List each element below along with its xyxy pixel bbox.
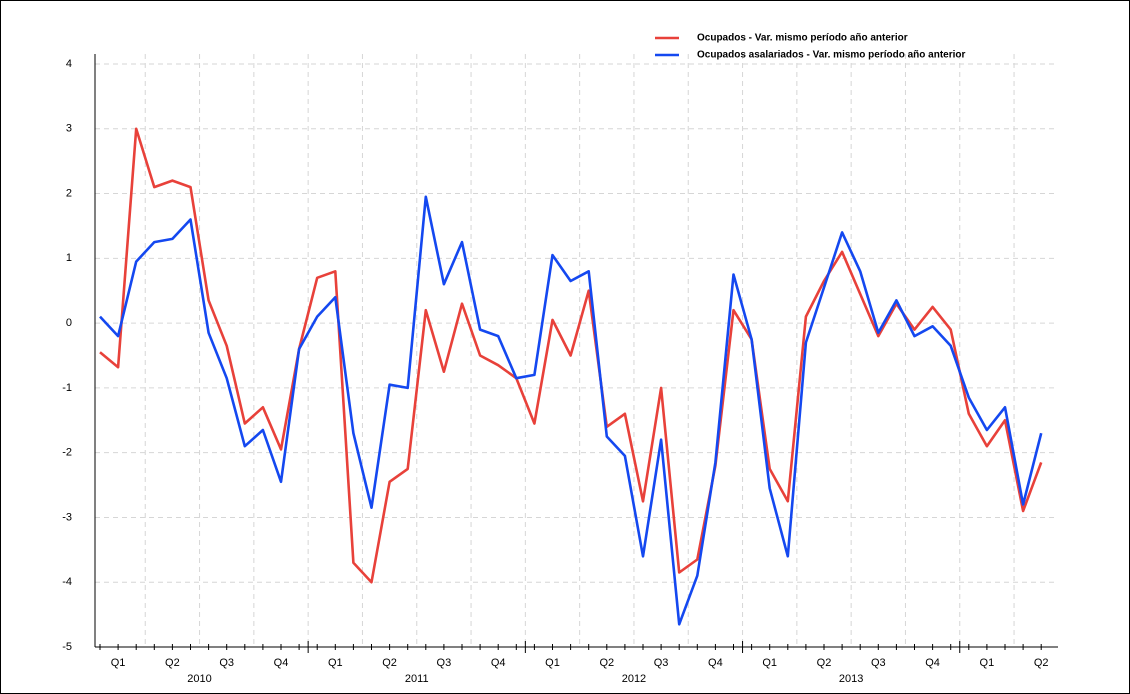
x-tick-label: Q2 — [817, 657, 832, 669]
y-tick-label: -1 — [62, 382, 72, 394]
x-tick-label: Q1 — [111, 657, 126, 669]
x-tick-label: Q4 — [491, 657, 506, 669]
series-line — [99, 195, 1043, 626]
x-tick-label: Q3 — [871, 657, 886, 669]
x-tick-label: Q4 — [925, 657, 940, 669]
year-label: 2012 — [622, 673, 646, 685]
x-tick-label: Q2 — [599, 657, 614, 669]
y-tick-label: -3 — [62, 511, 72, 523]
x-tick-label: Q2 — [1034, 657, 1049, 669]
x-tick-label: Q1 — [545, 657, 560, 669]
y-tick-label: 4 — [66, 58, 72, 70]
x-tick-label: Q1 — [980, 657, 995, 669]
x-tick-label: Q1 — [328, 657, 343, 669]
x-tick-label: Q4 — [708, 657, 723, 669]
x-tick-label: Q1 — [762, 657, 777, 669]
y-tick-label: 2 — [66, 187, 72, 199]
year-label: 2011 — [405, 673, 429, 685]
legend-label: Ocupados - Var. mismo período año anteri… — [697, 33, 908, 44]
x-tick-label: Q2 — [165, 657, 180, 669]
legend-label: Ocupados asalariados - Var. mismo períod… — [697, 50, 966, 61]
x-tick-label: Q2 — [382, 657, 397, 669]
y-tick-label: 3 — [66, 123, 72, 135]
x-tick-label: Q3 — [654, 657, 669, 669]
y-tick-label: -5 — [62, 641, 72, 653]
series-line — [99, 127, 1043, 584]
x-tick-label: Q3 — [437, 657, 452, 669]
y-tick-label: 1 — [66, 252, 72, 264]
x-tick-label: Q3 — [219, 657, 234, 669]
year-label: 2010 — [187, 673, 211, 685]
x-tick-label: Q4 — [274, 657, 289, 669]
y-tick-label: -2 — [62, 447, 72, 459]
y-tick-label: -4 — [62, 576, 72, 588]
year-label: 2013 — [839, 673, 863, 685]
y-tick-label: 0 — [66, 317, 72, 329]
